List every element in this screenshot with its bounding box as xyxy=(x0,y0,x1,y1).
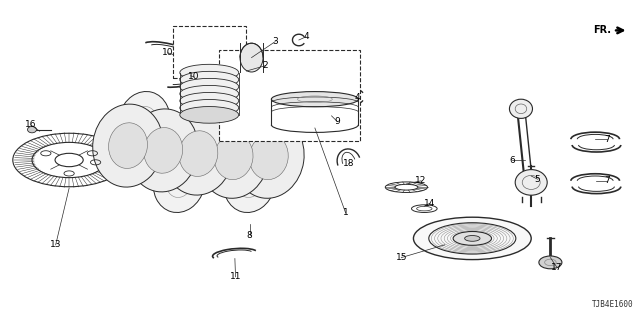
Text: 17: 17 xyxy=(551,263,563,272)
Ellipse shape xyxy=(124,131,164,168)
Text: 7: 7 xyxy=(604,176,609,185)
Ellipse shape xyxy=(223,152,276,212)
Ellipse shape xyxy=(163,112,234,195)
Ellipse shape xyxy=(180,92,239,109)
Text: 13: 13 xyxy=(50,240,61,249)
Text: 4: 4 xyxy=(355,93,360,102)
Ellipse shape xyxy=(188,98,241,158)
Ellipse shape xyxy=(180,100,239,116)
Ellipse shape xyxy=(118,92,170,152)
Text: 11: 11 xyxy=(230,272,241,281)
Text: 5: 5 xyxy=(535,175,540,184)
Text: 2: 2 xyxy=(263,61,268,70)
Text: 10: 10 xyxy=(162,48,173,57)
Ellipse shape xyxy=(539,256,562,269)
Text: 12: 12 xyxy=(415,176,427,185)
Ellipse shape xyxy=(194,138,235,173)
Ellipse shape xyxy=(28,126,36,133)
Ellipse shape xyxy=(229,138,270,173)
Text: FR.: FR. xyxy=(593,25,611,36)
Ellipse shape xyxy=(93,104,163,187)
Ellipse shape xyxy=(240,43,263,72)
Ellipse shape xyxy=(109,123,147,168)
Ellipse shape xyxy=(271,92,358,107)
FancyBboxPatch shape xyxy=(219,50,360,141)
Ellipse shape xyxy=(234,115,304,198)
Text: 4: 4 xyxy=(303,32,308,41)
Text: 16: 16 xyxy=(25,120,36,129)
Text: 10: 10 xyxy=(188,72,200,81)
Text: 9: 9 xyxy=(335,117,340,126)
Text: 15: 15 xyxy=(396,253,407,262)
Ellipse shape xyxy=(180,78,239,95)
Text: TJB4E1600: TJB4E1600 xyxy=(592,300,634,309)
Ellipse shape xyxy=(180,71,239,88)
Ellipse shape xyxy=(180,64,239,81)
Text: 8: 8 xyxy=(247,231,252,240)
Text: 1: 1 xyxy=(343,208,348,217)
Ellipse shape xyxy=(465,236,480,241)
Ellipse shape xyxy=(413,217,531,260)
Text: 18: 18 xyxy=(343,159,355,168)
FancyBboxPatch shape xyxy=(173,26,246,78)
Ellipse shape xyxy=(179,131,218,176)
Ellipse shape xyxy=(180,85,239,102)
Ellipse shape xyxy=(214,134,253,180)
Ellipse shape xyxy=(509,99,532,118)
Text: 7: 7 xyxy=(604,135,609,144)
Text: 3: 3 xyxy=(273,37,278,46)
Ellipse shape xyxy=(198,115,269,198)
Text: 6: 6 xyxy=(509,156,515,164)
Ellipse shape xyxy=(180,107,239,123)
Ellipse shape xyxy=(515,170,547,195)
Ellipse shape xyxy=(250,134,288,180)
Ellipse shape xyxy=(128,109,198,192)
Text: 14: 14 xyxy=(424,199,436,208)
Ellipse shape xyxy=(144,128,182,173)
Ellipse shape xyxy=(453,231,492,245)
Ellipse shape xyxy=(153,152,205,212)
Ellipse shape xyxy=(159,134,200,170)
